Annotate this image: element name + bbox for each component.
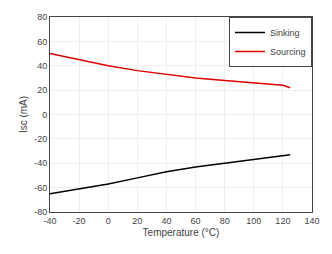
svg-text:Sinking: Sinking [270, 28, 300, 38]
svg-text:20: 20 [132, 216, 142, 226]
svg-text:Sourcing: Sourcing [270, 47, 306, 57]
svg-text:Temperature (°C): Temperature (°C) [143, 227, 220, 238]
svg-text:Isc (mA): Isc (mA) [18, 96, 29, 133]
svg-text:-80: -80 [34, 207, 47, 217]
svg-text:100: 100 [246, 216, 261, 226]
svg-text:-60: -60 [34, 183, 47, 193]
svg-text:40: 40 [161, 216, 171, 226]
svg-text:0: 0 [106, 216, 111, 226]
svg-text:-20: -20 [73, 216, 86, 226]
svg-text:-40: -40 [43, 216, 56, 226]
svg-text:60: 60 [191, 216, 201, 226]
svg-text:20: 20 [37, 85, 47, 95]
svg-text:0: 0 [42, 110, 47, 120]
svg-text:-40: -40 [34, 158, 47, 168]
svg-text:-20: -20 [34, 134, 47, 144]
svg-text:120: 120 [275, 216, 290, 226]
svg-text:80: 80 [220, 216, 230, 226]
svg-text:60: 60 [37, 37, 47, 47]
svg-text:140: 140 [304, 216, 319, 226]
svg-text:40: 40 [37, 61, 47, 71]
svg-text:80: 80 [37, 12, 47, 22]
